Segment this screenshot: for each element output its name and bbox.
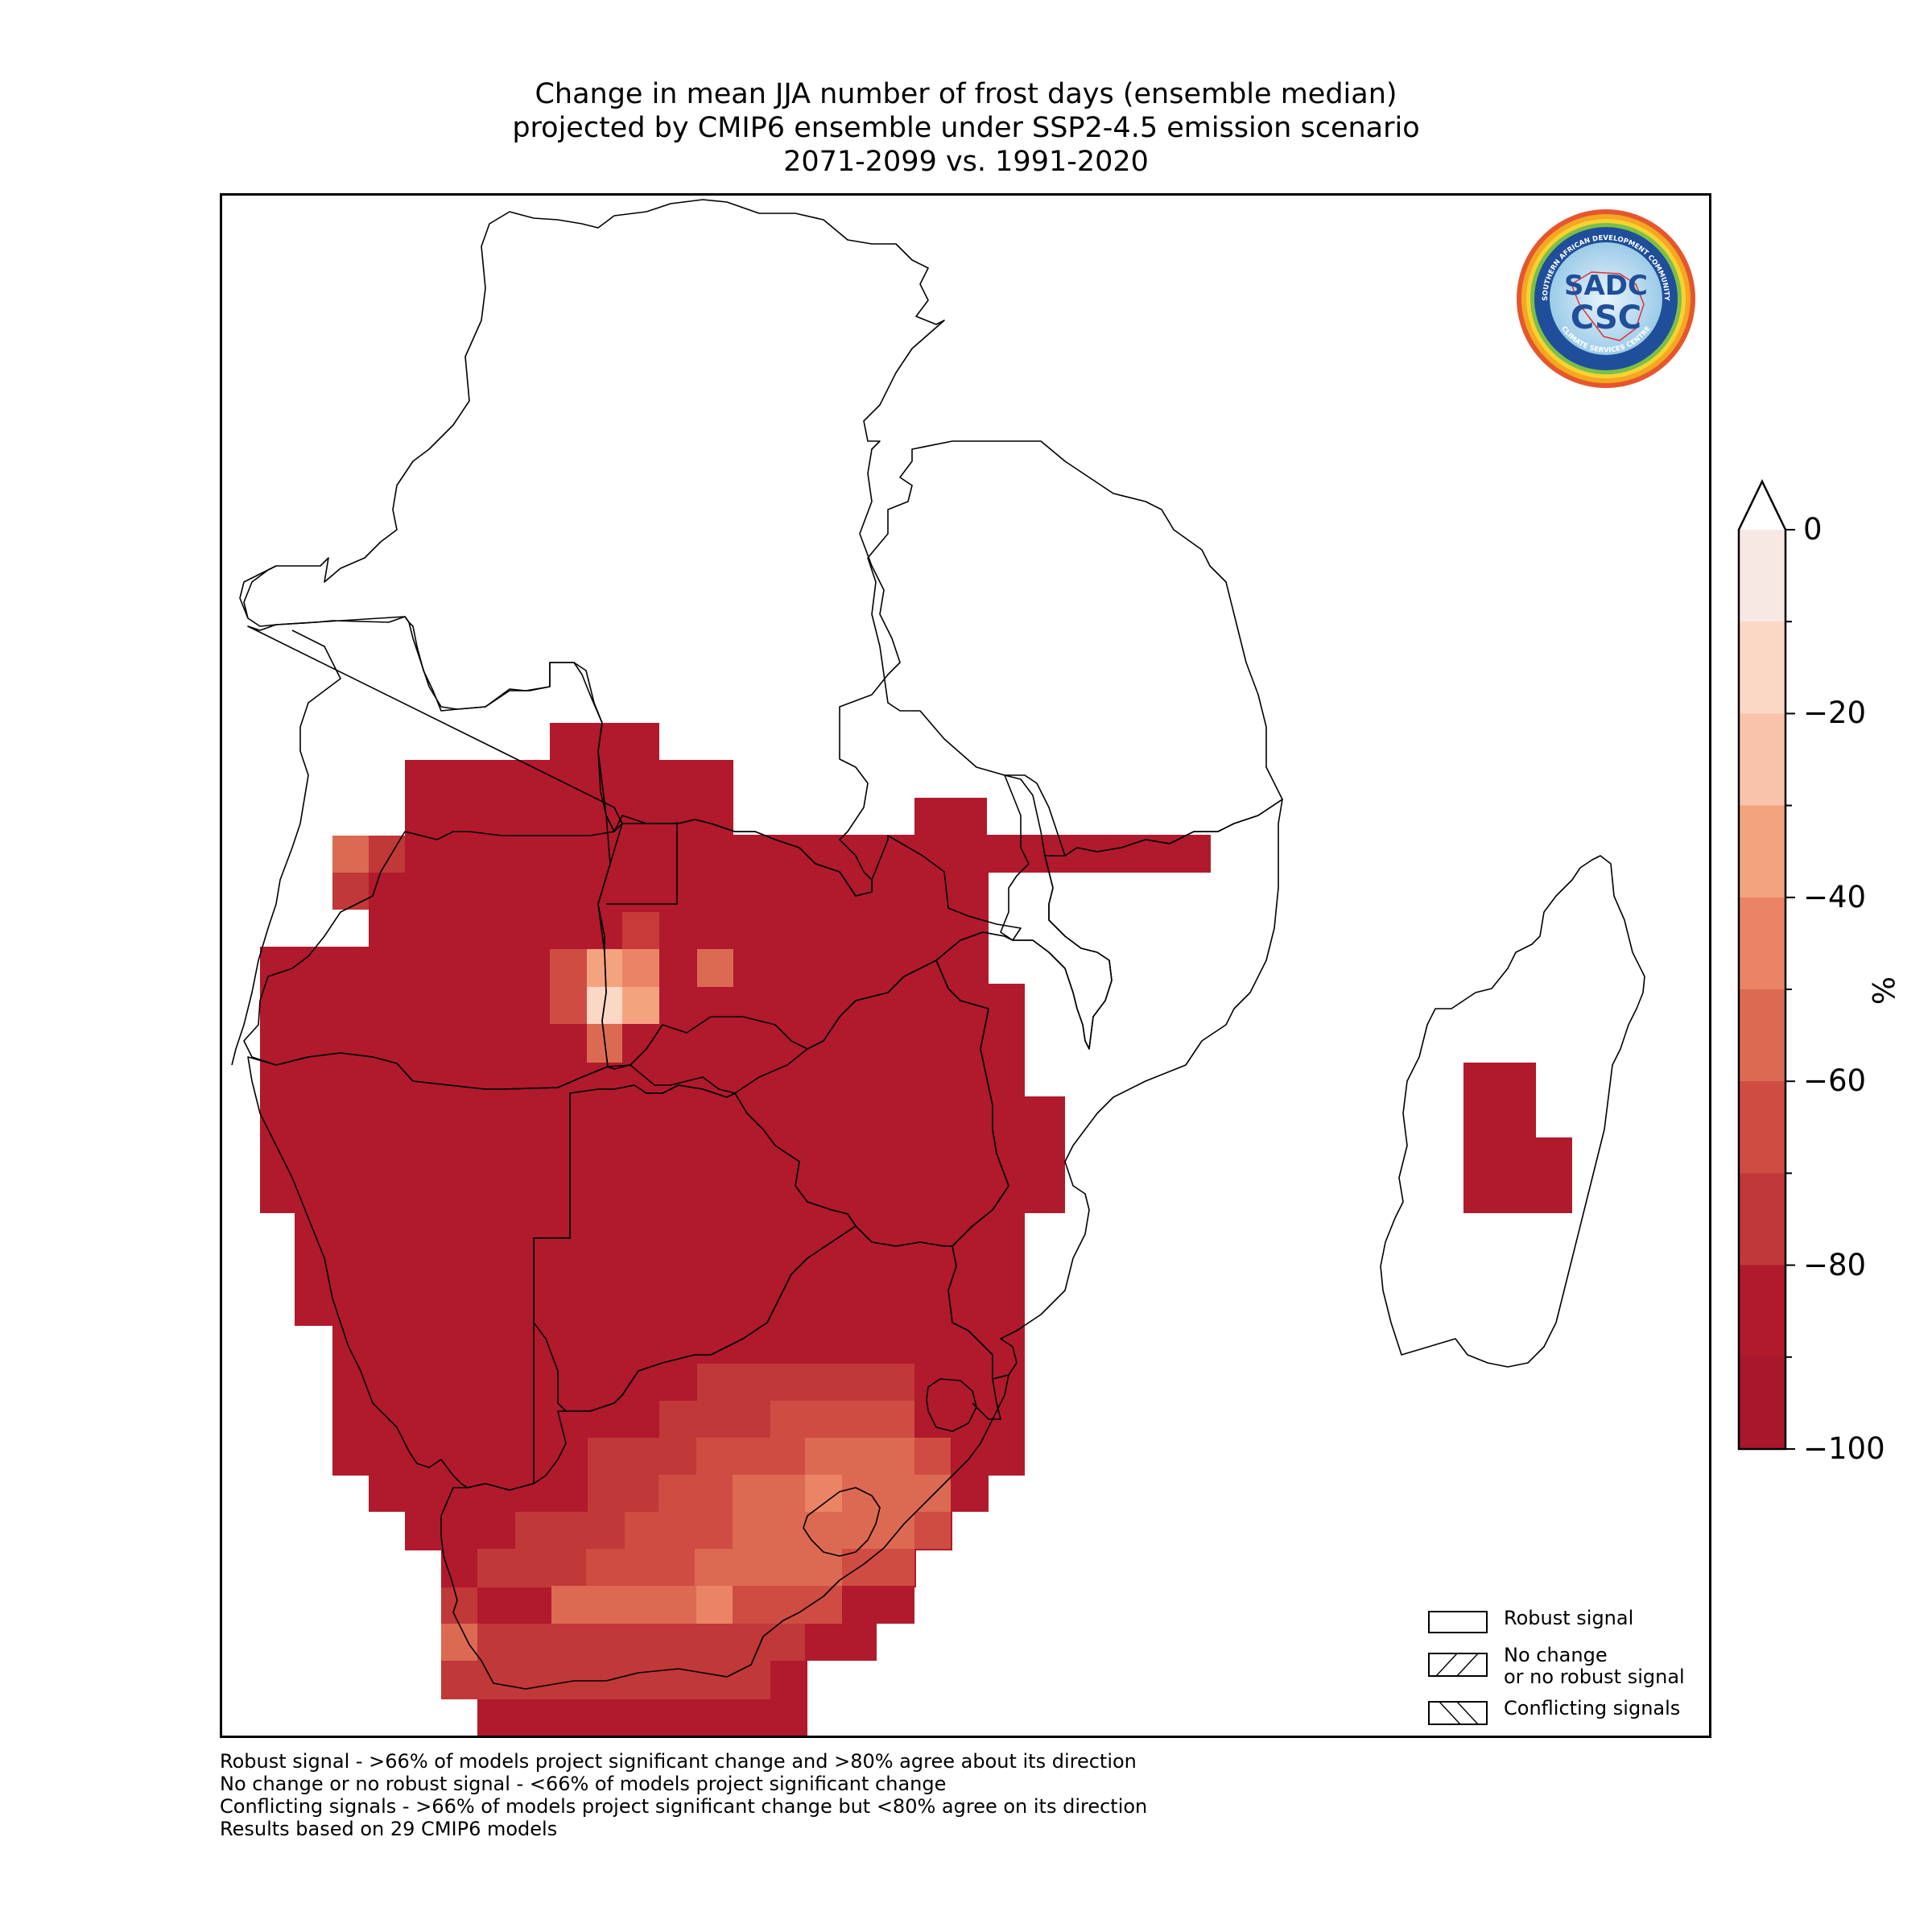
logo-text-1: SADC — [1564, 270, 1648, 302]
colorbar-tick-label: 0 — [1803, 512, 1823, 547]
legend-conflicting: Conflicting signals — [1428, 1698, 1685, 1735]
map-frame — [220, 193, 1711, 1738]
legend-robust-label: Robust signal — [1504, 1607, 1634, 1629]
legend-no-change-label-2: or no robust signal — [1504, 1666, 1685, 1688]
legend-robust: Robust signal — [1428, 1608, 1685, 1645]
legend-robust-swatch — [1428, 1611, 1488, 1633]
colorbar-segment — [1739, 530, 1785, 622]
colorbar-tick-label: −60 — [1803, 1063, 1867, 1099]
colorbar-segments — [1739, 481, 1785, 1450]
colorbar-tick-marks — [1785, 529, 1795, 1450]
footnote-conflicting: Conflicting signals - >66% of models pro… — [220, 1795, 1148, 1818]
colorbar-tick-label: −100 — [1803, 1431, 1885, 1466]
colorbar — [1737, 479, 1795, 1451]
title-line-2: projected by CMIP6 ensemble under SSP2-4… — [512, 112, 1420, 144]
legend-no-change-label-1: No change — [1504, 1644, 1608, 1666]
colorbar-tick-label: −40 — [1803, 879, 1867, 914]
colorbar-segment — [1739, 1265, 1785, 1358]
legend-no-change-swatch — [1428, 1653, 1488, 1677]
legend-conflicting-label: Conflicting signals — [1504, 1697, 1681, 1719]
colorbar-segment — [1739, 897, 1785, 990]
colorbar-segment — [1739, 989, 1785, 1082]
footnotes: Robust signal - >66% of models project s… — [220, 1750, 1147, 1840]
colorbar-segment — [1739, 621, 1785, 714]
footnote-no-change: No change or no robust signal - <66% of … — [220, 1773, 947, 1795]
colorbar-segment — [1739, 1356, 1785, 1450]
frost-change-grid — [260, 723, 1572, 1736]
title-line-3: 2071-2099 vs. 1991-2020 — [783, 146, 1149, 178]
colorbar-extension — [1739, 481, 1785, 530]
legend-no-change: No change or no robust signal — [1428, 1645, 1685, 1698]
colorbar-segment — [1739, 1173, 1785, 1266]
colorbar-unit: % — [1865, 976, 1900, 1005]
footnote-models: Results based on 29 CMIP6 models — [220, 1818, 558, 1840]
colorbar-segment — [1739, 1081, 1785, 1174]
colorbar-segment — [1739, 805, 1785, 898]
colorbar-tick-label: −20 — [1803, 696, 1867, 731]
country-borders — [231, 199, 1645, 1690]
colorbar-segment — [1739, 713, 1785, 807]
map-canvas — [231, 199, 1645, 1736]
colorbar-tick-label: −80 — [1803, 1247, 1867, 1282]
logo-text-2: CSC — [1571, 299, 1641, 336]
sadc-csc-logo: SADC CSC SOUTHERN AFRICAN DEVELOPMENT CO… — [1517, 209, 1695, 388]
map-title: Change in mean JJA number of frost days … — [0, 77, 1932, 179]
legend-conflicting-swatch — [1428, 1701, 1488, 1725]
title-line-1: Change in mean JJA number of frost days … — [535, 78, 1397, 110]
signal-legend: Robust signal No change or no robust sig… — [1428, 1608, 1685, 1735]
footnote-robust: Robust signal - >66% of models project s… — [220, 1750, 1137, 1773]
